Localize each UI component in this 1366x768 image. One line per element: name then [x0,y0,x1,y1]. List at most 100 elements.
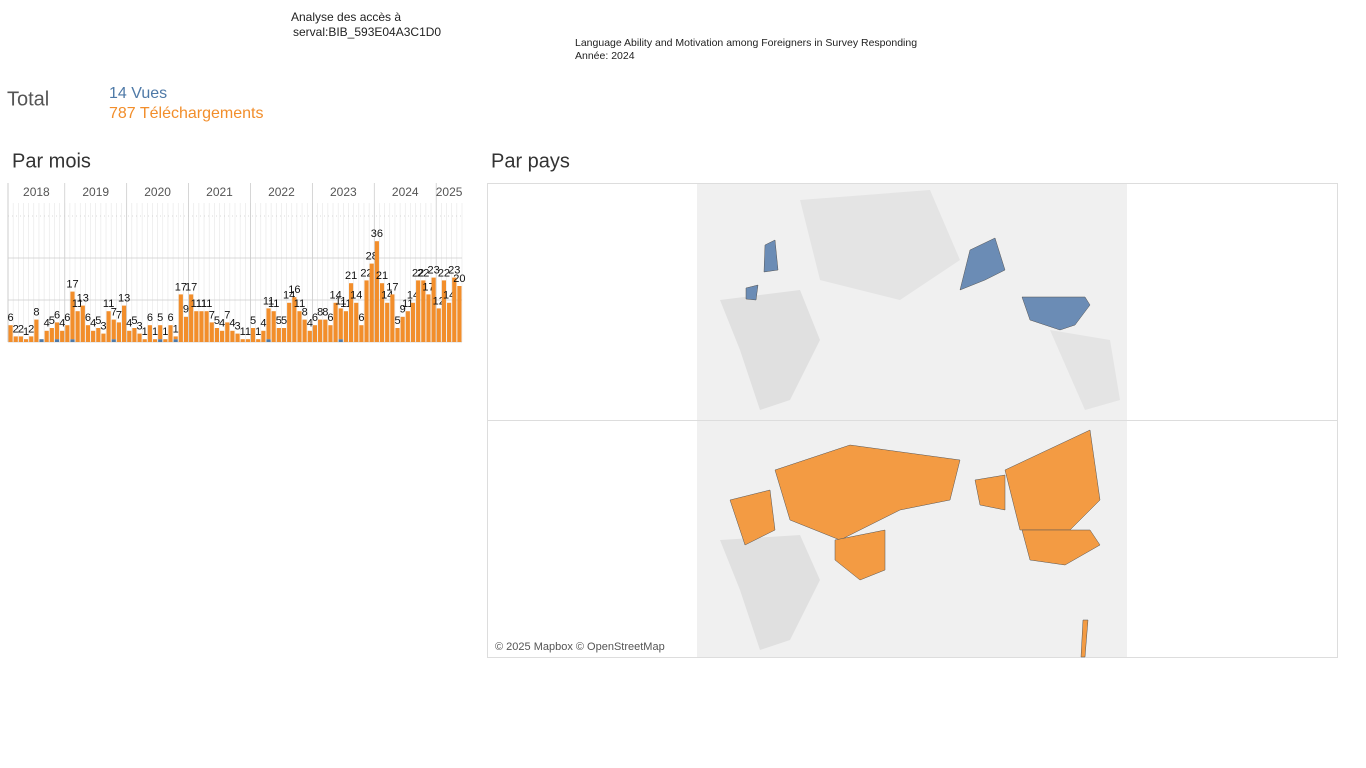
country [763,239,779,273]
data-label: 1 [240,326,246,338]
data-label: 17 [175,281,187,293]
bar [163,339,168,342]
year-label: 2018 [23,185,50,199]
document-title: Language Ability and Motivation among Fo… [575,37,917,49]
bar [312,325,318,342]
data-label: 22 [412,267,424,279]
bar [369,263,374,342]
country [1021,529,1101,566]
data-label: 5 [281,315,287,327]
data-label: 8 [317,307,323,319]
data-label: 6 [54,309,60,321]
bar [54,339,60,342]
land [720,290,820,410]
bar [250,328,256,342]
data-label: 13 [118,293,130,305]
data-label: 11 [268,298,279,310]
data-label: 3 [136,321,142,333]
bar [111,319,116,340]
data-label: 22 [360,267,372,279]
data-label: 17 [185,281,197,293]
year-label: 2021 [206,185,233,199]
data-label: 7 [209,309,215,321]
bar [85,325,91,342]
bar [132,328,137,342]
bar [349,283,354,342]
bar [302,319,307,342]
data-label: 16 [288,284,300,296]
bar [343,311,348,342]
bar [416,280,421,342]
bar [225,322,230,342]
data-label: 9 [183,304,189,316]
bar [364,280,369,342]
bar [18,336,23,342]
data-label: 23 [448,265,460,277]
bar [142,339,147,342]
data-label: 8 [322,307,328,319]
data-label: 28 [366,251,378,263]
land [800,190,960,300]
bar [266,308,271,340]
bar [70,339,75,342]
bar [400,316,405,342]
data-label: 5 [394,315,400,327]
country [834,529,886,581]
bar [374,241,379,342]
data-label: 2 [13,323,19,335]
data-label: 20 [453,273,465,285]
data-label: 5 [250,315,256,327]
data-label: 4 [59,318,65,330]
data-label: 36 [371,228,383,240]
bar [266,339,271,342]
data-label: 14 [329,290,341,302]
bar [29,336,34,342]
country [745,284,759,301]
data-label: 3 [100,321,106,333]
total-label: Total [7,88,49,110]
year-label: 2025 [436,185,463,199]
data-label: 11 [340,298,351,310]
country [1004,429,1101,531]
data-label: 6 [8,312,14,324]
data-label: 22 [417,267,429,279]
data-label: 11 [263,295,274,307]
bar [80,305,85,342]
bar [281,328,287,342]
data-label: 5 [276,315,282,327]
bar [60,330,65,342]
map: © 2025 Mapbox © OpenStreetMap [487,183,1338,658]
bar [235,333,240,342]
bar [328,325,333,342]
bar [292,297,297,342]
bar [173,339,178,342]
bar [168,325,173,342]
bar [230,330,235,342]
data-label: 1 [173,323,179,335]
data-label: 14 [381,290,393,302]
bar [452,277,457,342]
bar [65,325,70,342]
data-label: 17 [386,281,398,293]
data-label: 17 [422,281,434,293]
bar [194,311,199,342]
bar [8,325,13,342]
data-label: 11 [103,298,114,310]
bar [34,319,39,342]
bar [395,328,400,342]
data-label: 4 [90,318,96,330]
data-label: 4 [44,318,50,330]
data-label: 21 [345,270,357,282]
bar [54,322,60,340]
bar [91,330,96,342]
bar [421,280,426,342]
bar [323,319,328,342]
country [959,237,1006,291]
data-label: 23 [428,265,440,277]
bar [436,308,441,342]
bar [447,302,452,342]
land [1050,330,1120,410]
country [1080,619,1089,658]
